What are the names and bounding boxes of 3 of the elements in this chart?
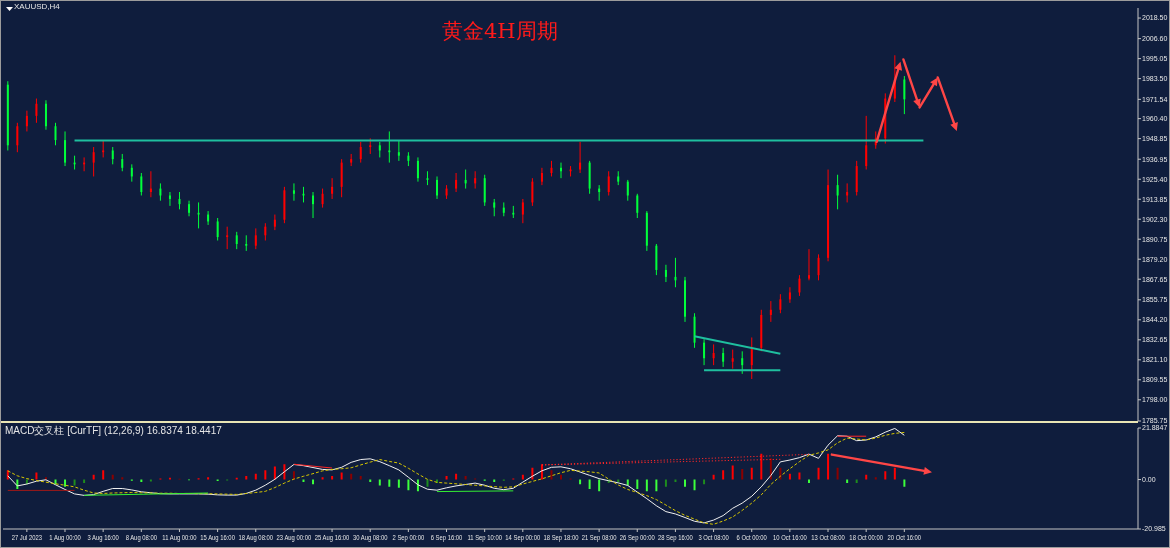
annotation: XAUUSD,H4 bbox=[14, 2, 60, 12]
chart-title: MACD交叉柱 [CurTF] (12,26,9) 16.8374 18.4417 bbox=[5, 425, 222, 436]
text: 黄金4H周期 bbox=[442, 19, 558, 44]
